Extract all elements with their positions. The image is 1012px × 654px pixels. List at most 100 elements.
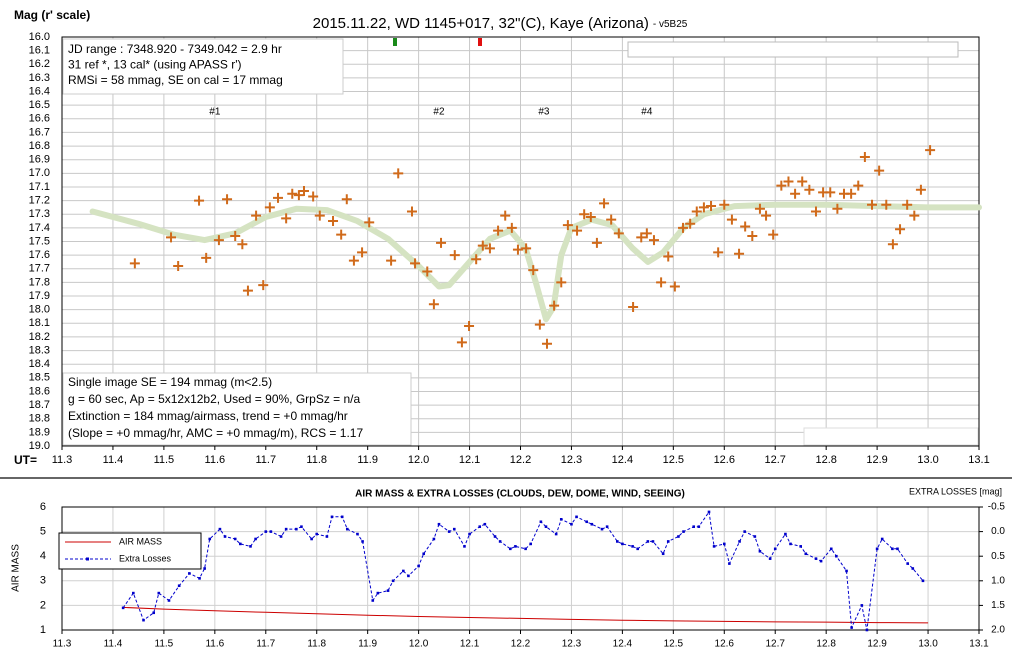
data-point: [222, 194, 233, 205]
y-tick-label: 16.0: [29, 31, 50, 43]
series-marker: [493, 535, 497, 538]
y-tick-label: 17.4: [29, 222, 50, 234]
series-marker: [310, 537, 313, 541]
series-marker: [529, 542, 532, 546]
data-point: [528, 265, 539, 276]
x-axis-label: UT=: [14, 453, 37, 467]
info-line: RMSi = 58 mmag, SE on cal = 17 mmag: [68, 73, 283, 87]
data-point: [754, 203, 765, 214]
data-point: [166, 232, 177, 243]
data-point: [348, 255, 359, 266]
data-point: [734, 248, 745, 259]
series-marker: [570, 522, 573, 526]
data-point: [308, 191, 319, 202]
data-point: [264, 202, 275, 213]
data-point: [194, 195, 205, 206]
data-point: [706, 201, 717, 212]
x-tick-label: 13.0: [918, 639, 938, 650]
data-point: [464, 321, 475, 332]
series-marker: [707, 510, 711, 514]
x-tick-label: 11.7: [255, 454, 276, 466]
plot-bottom: 11.3 11.4 11.5 11.6 11.7 11.8 11.9 12.0 12.1 12.2…: [40, 501, 1006, 650]
x-tick-label: 13.1: [968, 454, 989, 466]
data-point: [606, 214, 617, 225]
y-tick-label: 16.7: [29, 126, 50, 138]
y-tick-label: 5: [40, 526, 46, 538]
series-marker: [631, 545, 634, 548]
data-point: [613, 228, 624, 239]
y-tick-label: 18.3: [29, 344, 50, 356]
data-point: [881, 199, 892, 210]
info-box: [62, 38, 344, 95]
x-tick-label: 11.5: [154, 454, 175, 466]
series-marker: [167, 599, 171, 602]
data-point: [902, 199, 913, 210]
data-point: [585, 211, 596, 222]
data-point: [572, 225, 583, 236]
data-point: [825, 187, 836, 198]
y-tick-label: 18.2: [29, 331, 50, 343]
y-tick-label: 19.0: [29, 440, 50, 452]
series-marker: [880, 537, 884, 541]
data-point: [810, 206, 821, 217]
y2-tick-label: 1.0: [991, 575, 1005, 586]
info-line: g = 60 sec, Ap = 5x12x12b2, Used = 90%, …: [68, 392, 361, 406]
data-point: [129, 258, 140, 269]
end-marker: [478, 38, 482, 46]
series-marker: [661, 552, 665, 556]
series-marker: [325, 535, 329, 538]
data-point: [201, 252, 212, 263]
y2-tick-label: 2.0: [991, 625, 1005, 636]
annotation: #3: [538, 107, 550, 118]
series-marker: [615, 540, 619, 543]
series-marker: [463, 545, 466, 548]
y2-tick-label: 1.5: [991, 600, 1005, 611]
series-marker: [835, 554, 838, 558]
data-point: [768, 229, 779, 240]
series-marker: [391, 579, 395, 583]
y-tick-label: 17.5: [29, 235, 50, 247]
x-tick-label: 12.2: [510, 454, 531, 466]
annotation: #4: [641, 107, 653, 118]
series-marker: [799, 545, 802, 548]
y-tick-label: 18.5: [29, 372, 50, 384]
series-marker: [132, 591, 135, 595]
y-tick-label: 18.0: [29, 304, 50, 316]
x-tick-label: 13.0: [917, 454, 938, 466]
x-tick-label: 11.8: [306, 454, 327, 466]
data-point: [740, 221, 751, 232]
data-point: [500, 210, 511, 221]
series-marker: [850, 626, 853, 629]
annotation: #2: [433, 107, 445, 118]
data-point: [471, 254, 482, 265]
model-curve: [89, 201, 982, 323]
series-marker: [269, 530, 273, 533]
data-point: [556, 277, 567, 288]
y-tick-label: 17.1: [29, 181, 50, 193]
data-point: [484, 243, 495, 254]
x-tick-label: 12.7: [765, 639, 785, 650]
y-tick-label: 18.9: [29, 426, 50, 438]
series-marker: [651, 540, 655, 543]
series-marker: [804, 552, 808, 556]
data-point: [237, 239, 248, 250]
data-point: [790, 188, 801, 199]
series-marker: [911, 567, 915, 570]
series-marker: [142, 618, 145, 622]
data-point: [691, 206, 702, 217]
series-marker: [361, 540, 364, 543]
data-point: [422, 266, 433, 277]
y-tick-label: 16.2: [29, 58, 50, 70]
y-tick-label: 17.0: [29, 167, 50, 179]
x-tick-label: 11.9: [358, 639, 377, 650]
title: 2015.11.22, WD 1145+017, 32"(C), Kaye (A…: [313, 15, 649, 32]
series-marker: [152, 611, 155, 615]
data-point: [895, 224, 906, 235]
data-point: [641, 228, 652, 239]
data-point: [656, 277, 667, 288]
data-point: [341, 194, 352, 205]
data-point: [281, 213, 292, 224]
series-marker: [437, 522, 441, 526]
series-marker: [264, 530, 268, 533]
data-point: [336, 229, 347, 240]
